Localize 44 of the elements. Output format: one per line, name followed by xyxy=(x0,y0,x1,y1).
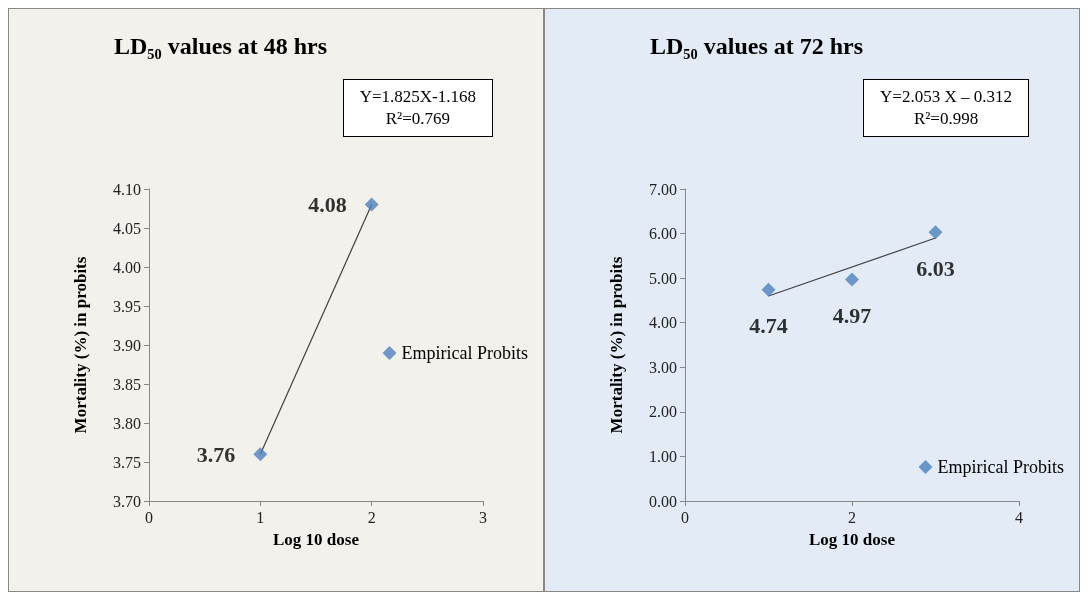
data-label: 4.74 xyxy=(749,313,788,339)
text: Y=2.053 X – 0.312 xyxy=(880,86,1012,108)
y-tick-label: 3.80 xyxy=(113,414,141,432)
y-axis-title: Mortality (%) in probits xyxy=(607,256,626,434)
y-tick-label: 3.95 xyxy=(113,297,141,315)
y-tick-label: 7.00 xyxy=(649,180,677,198)
text: R²=0.769 xyxy=(384,108,451,130)
y-tick-label: 4.00 xyxy=(113,258,141,276)
y-tick-label: 4.05 xyxy=(113,219,141,237)
data-label: 4.08 xyxy=(308,192,347,218)
y-tick-label: 6.00 xyxy=(649,225,677,243)
x-tick-label: 0 xyxy=(681,508,689,526)
text: Y=1.825X-1.168 xyxy=(359,86,476,108)
y-tick-label: 3.00 xyxy=(649,358,677,376)
x-axis-title: Log 10 dose xyxy=(809,530,896,549)
y-tick-label: 3.70 xyxy=(113,492,141,510)
y-tick-label: 1.00 xyxy=(649,447,677,465)
x-tick-label: 4 xyxy=(1015,508,1023,526)
chart-title: LD₅₀ values at 48 hrs xyxy=(114,33,328,59)
data-label: 6.03 xyxy=(916,255,955,281)
y-tick-label: 2.00 xyxy=(649,403,677,421)
y-tick-label: 3.75 xyxy=(113,453,141,471)
chart-title: LD₅₀ values at 72 hrs xyxy=(650,33,864,59)
point xyxy=(928,225,943,240)
point xyxy=(761,282,776,297)
x-tick-label: 2 xyxy=(848,508,856,526)
text: R²=0.998 xyxy=(912,108,980,130)
x-tick-label: 2 xyxy=(367,508,376,526)
point xyxy=(845,272,859,287)
legend-label: Empirical Probits xyxy=(937,457,1064,477)
y-tick-label: 3.85 xyxy=(113,375,141,393)
legend-label: Empirical Probits xyxy=(401,343,528,363)
data-label: 4.97 xyxy=(832,302,872,328)
y-tick-label: 4.10 xyxy=(113,180,141,198)
x-tick-label: 3 xyxy=(479,508,487,526)
y-tick-label: 4.00 xyxy=(649,314,677,332)
x-tick-label: 0 xyxy=(145,508,153,526)
y-axis-title: Mortality (%) in probits xyxy=(71,256,90,434)
y-tick-label: 3.90 xyxy=(113,336,141,354)
x-tick-label: 1 xyxy=(256,508,265,526)
x-axis-title: Log 10 dose xyxy=(273,530,360,549)
y-tick-label: 5.00 xyxy=(649,269,677,287)
y-tick-label: 0.00 xyxy=(649,492,677,510)
data-label: 3.76 xyxy=(196,441,236,467)
